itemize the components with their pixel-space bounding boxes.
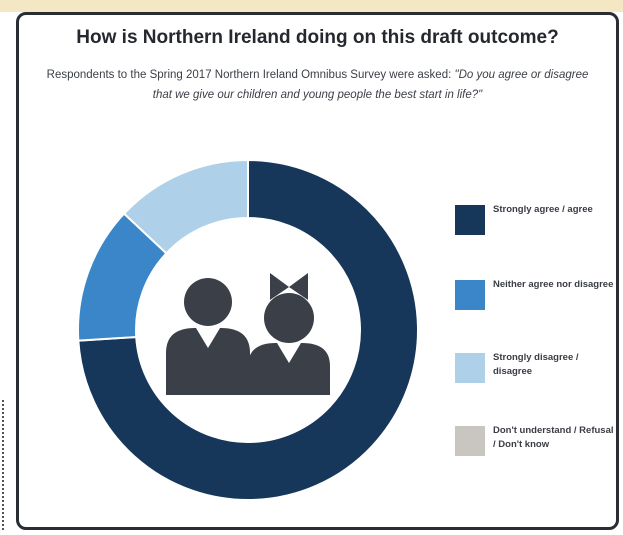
boy-figure-icon: [166, 278, 250, 395]
legend-swatch: [455, 205, 485, 235]
legend-label: Neither agree nor disagree: [493, 279, 614, 290]
legend-swatch: [455, 353, 485, 383]
top-strip: [0, 0, 623, 12]
legend-swatch: [455, 280, 485, 310]
slice-strongly-agree: [77, 158, 419, 501]
subtitle-intro: Respondents to the Spring 2017 Northern …: [46, 69, 452, 81]
legend-label: Strongly disagree / disagree: [493, 352, 579, 377]
children-figures: [166, 273, 330, 395]
slice-disagree: [122, 158, 249, 255]
legend-label: Strongly agree / agree: [493, 204, 593, 215]
subtitle-question: "Do you agree or disagree that we give o…: [152, 69, 589, 101]
girl-figure-icon: [248, 273, 330, 395]
chart-title: How is Northern Ireland doing on this dr…: [76, 27, 559, 48]
legend-swatch: [455, 426, 485, 456]
legend-label: Don't understand / Refusal / Don't know: [493, 425, 614, 450]
donut-slices: [77, 158, 419, 501]
chart-subtitle: Respondents to the Spring 2017 Northern …: [40, 65, 595, 105]
dotted-edge: [2, 400, 4, 530]
